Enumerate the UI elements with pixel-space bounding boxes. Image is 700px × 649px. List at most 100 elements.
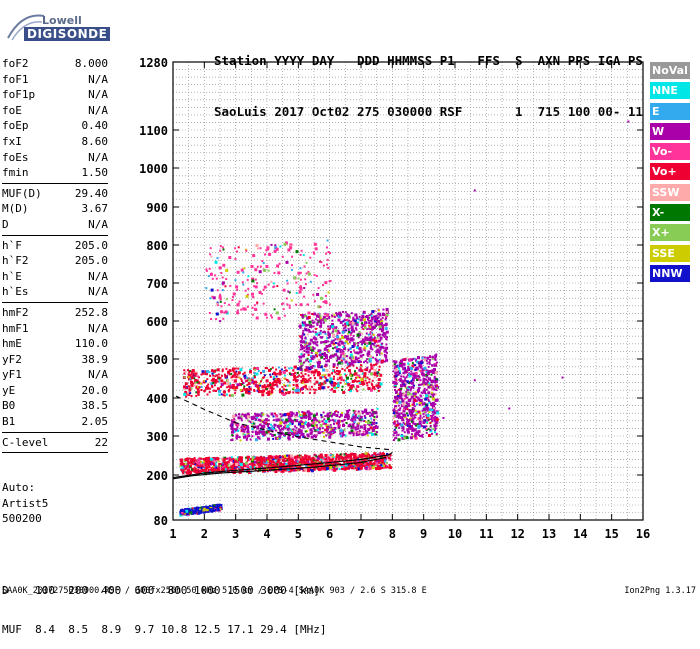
echo-point	[200, 458, 202, 460]
echo-point	[386, 352, 388, 354]
echo-point	[363, 431, 365, 433]
echo-point	[251, 279, 254, 282]
echo-point	[294, 430, 296, 432]
echo-point	[407, 408, 409, 410]
echo-point	[418, 425, 421, 428]
echo-point	[316, 341, 318, 343]
echo-point	[408, 426, 410, 428]
echo-point	[332, 454, 334, 456]
echo-point	[332, 419, 334, 421]
echo-point	[257, 387, 259, 389]
echo-point	[324, 415, 326, 417]
echo-point	[357, 422, 359, 424]
echo-point	[256, 427, 259, 430]
echo-point	[252, 314, 254, 316]
echo-point	[380, 464, 382, 466]
echo-point	[316, 293, 319, 296]
echo-point	[249, 420, 251, 422]
echo-point	[378, 345, 380, 347]
echo-point	[222, 246, 224, 248]
echo-point	[417, 356, 419, 358]
echo-point	[336, 346, 338, 348]
echo-point	[287, 437, 289, 439]
y-tick-label: 800	[146, 239, 168, 253]
echo-point	[181, 459, 183, 461]
echo-point	[296, 250, 299, 253]
echo-point	[394, 378, 396, 380]
x-tick-label: 9	[420, 527, 427, 541]
echo-point	[247, 456, 250, 459]
echo-point	[251, 424, 253, 426]
echo-point	[205, 470, 207, 472]
echo-point	[431, 364, 433, 366]
echo-point	[241, 416, 243, 418]
echo-point	[399, 407, 401, 409]
echo-point	[337, 411, 339, 413]
echo-point	[279, 459, 281, 461]
echo-point	[354, 373, 357, 376]
echo-point	[277, 271, 280, 274]
echo-point	[209, 375, 211, 377]
echo-point	[219, 320, 221, 322]
echo-point	[194, 507, 196, 509]
echo-point	[231, 456, 233, 458]
echo-point	[305, 283, 307, 285]
echo-point	[234, 460, 237, 463]
echo-point	[185, 467, 187, 469]
echo-point	[318, 469, 320, 471]
echo-point	[327, 259, 329, 261]
echo-point	[283, 388, 285, 390]
echo-point	[312, 331, 314, 333]
echo-point	[216, 303, 218, 305]
echo-point	[251, 265, 254, 268]
echo-point	[309, 388, 311, 390]
echo-point	[328, 333, 331, 336]
echo-point	[278, 380, 281, 383]
echo-point	[410, 367, 413, 370]
echo-point	[325, 364, 328, 367]
y-tick-label: 400	[146, 392, 168, 406]
echo-point	[334, 329, 337, 332]
echo-point	[361, 433, 364, 436]
echo-point	[256, 456, 258, 458]
echo-point	[354, 345, 356, 347]
echo-point	[300, 279, 302, 281]
echo-point	[351, 360, 354, 363]
echo-point	[315, 436, 317, 438]
echo-point	[302, 458, 305, 461]
echo-point	[273, 416, 275, 418]
echo-point	[327, 240, 329, 242]
echo-point	[220, 379, 223, 382]
echo-point	[274, 434, 276, 436]
echo-point	[327, 331, 329, 333]
echo-point	[355, 342, 357, 344]
echo-point	[311, 386, 313, 388]
echo-point	[241, 419, 243, 421]
echo-point	[387, 466, 389, 468]
echo-point	[314, 300, 316, 302]
echo-point	[305, 431, 307, 433]
echo-point	[186, 508, 188, 510]
echo-point	[232, 419, 234, 421]
echo-point	[186, 473, 188, 475]
echo-point	[366, 337, 368, 339]
echo-point	[227, 461, 229, 463]
echo-point	[235, 463, 238, 466]
echo-point	[191, 388, 193, 390]
echo-point	[398, 434, 400, 436]
echo-point	[335, 342, 337, 344]
echo-point	[308, 375, 310, 377]
echo-point	[236, 303, 239, 306]
echo-point	[344, 342, 346, 344]
echo-point	[414, 417, 416, 419]
echo-point	[325, 435, 327, 437]
echo-point	[294, 419, 296, 421]
echo-point	[345, 375, 347, 377]
echo-point	[299, 335, 301, 337]
echo-point	[382, 453, 384, 455]
echo-point	[278, 372, 281, 375]
echo-point	[334, 371, 336, 373]
echo-point	[296, 427, 298, 429]
echo-point	[279, 413, 281, 415]
echo-point	[333, 378, 335, 380]
